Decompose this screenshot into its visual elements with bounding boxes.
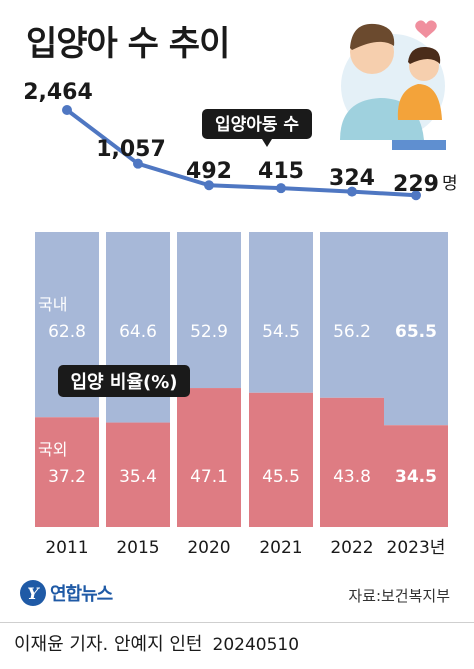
line-unit-label: 명 [442,174,458,194]
international-value-label-0: 37.2 [48,467,86,487]
line-value-label-1: 1,057 [96,137,166,162]
domestic-value-label-1: 64.6 [119,322,157,342]
line-value-label-3: 415 [258,159,304,184]
series-callout-label: 입양아동 수 [215,115,299,135]
x-tick-label-3: 2021 [259,538,302,558]
line-point-0 [62,105,72,115]
footer-divider [0,622,474,623]
domestic-value-label-2: 52.9 [190,322,228,342]
line-point-1 [133,158,143,169]
logo-text: 연합뉴스 [50,584,113,605]
international-value-label-1: 35.4 [119,467,157,487]
ratio-badge [58,365,190,397]
x-tick-label-4: 2022 [330,538,373,558]
credit-line: 이재윤 기자. 안예지 인턴 20240510 [14,630,299,656]
international-value-label-5: 34.5 [395,467,437,487]
bar-international-5 [384,425,448,527]
chart-canvas: 62.8 37.2 2011 64.6 35.4 2015 52.9 47.1 2020 54.5… [23,20,458,558]
adoption-line [65,108,417,198]
series-callout [202,109,312,139]
x-tick-label-1: 2015 [116,538,159,558]
international-value-label-3: 45.5 [262,467,300,487]
bar-international-4 [320,397,384,527]
chart-title: 입양아 수 추이 [26,24,230,64]
domestic-value-label-0: 62.8 [48,322,86,342]
bar-domestic-5 [384,232,448,426]
bar-international-3 [249,392,313,527]
credit-date: 20240510 [212,635,300,655]
line-value-label-0: 2,464 [23,80,93,105]
line-value-label-2: 492 [186,159,232,184]
family-illustration [340,20,446,150]
yonhap-logo-icon: Y [20,580,46,606]
bar-international-1 [106,422,170,527]
ratio-badge-label: 입양 비율(%) [71,371,178,393]
legend-international: 국외 [38,440,67,459]
line-value-label-4: 324 [329,166,375,191]
legend-domestic: 국내 [38,295,67,314]
line-point-5 [411,190,421,201]
x-tick-label-5: 2023년 [387,538,446,558]
bar-international-0 [35,417,99,527]
line-point-2 [204,180,214,191]
line-point-4 [347,186,357,197]
line-point-3 [276,183,286,194]
domestic-value-label-3: 54.5 [262,322,300,342]
bar-domestic-3 [249,232,313,393]
bar-international-2 [177,388,241,527]
x-tick-label-2: 2020 [187,538,230,558]
bar-domestic-4 [320,232,384,398]
bar-domestic-2 [177,232,241,389]
line-value-label-5: 229 [393,172,439,197]
international-value-label-4: 43.8 [333,467,371,487]
domestic-value-label-4: 56.2 [333,322,371,342]
yonhap-logo: Y 연합뉴스 [20,580,113,606]
x-tick-label-0: 2011 [45,538,88,558]
domestic-value-label-5: 65.5 [395,322,437,342]
source-text: 자료:보건복지부 [348,587,450,605]
international-value-label-2: 47.1 [190,467,228,487]
credit-text: 이재윤 기자. 안예지 인턴 [14,634,203,655]
series-callout-pointer [262,139,272,147]
